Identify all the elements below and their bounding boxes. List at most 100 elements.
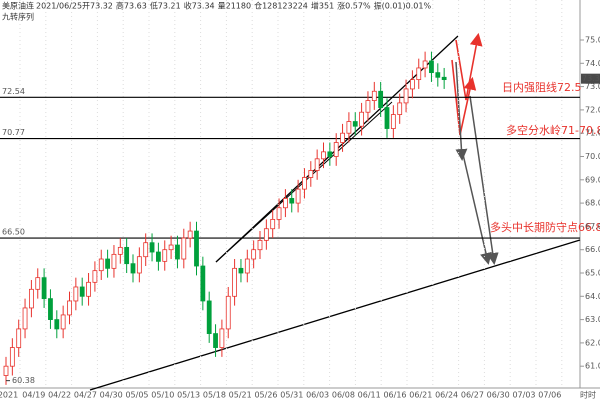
candle-body <box>384 107 390 129</box>
candle-body <box>409 79 415 90</box>
candle-body <box>67 300 72 316</box>
y-tick-label: 63.00 <box>585 315 600 324</box>
candle-body <box>187 230 193 239</box>
x-tick-label: 06/30 <box>487 391 510 400</box>
header-item: 涨0.57% <box>337 1 371 11</box>
header: 美原油连 2021/06/25 九转序列 开73.32 高73.63 低73.21 收… <box>2 1 431 22</box>
candle-body <box>206 300 212 334</box>
candle-body <box>219 328 225 348</box>
last-price-box <box>581 73 600 84</box>
candle-body <box>28 288 34 309</box>
x-tick-label: 07/06 <box>538 391 561 400</box>
candle-body <box>168 244 174 251</box>
candle-body <box>175 244 180 260</box>
candle-body <box>181 237 187 260</box>
candle-body <box>397 102 403 115</box>
candle-body <box>200 265 206 302</box>
candle-body <box>295 188 301 204</box>
x-tick-label: 06/03 <box>306 391 329 400</box>
date: 2021/06/25 <box>36 2 82 11</box>
candle-body <box>327 151 333 157</box>
x-tick-label: 05/21 <box>229 391 252 400</box>
x-tick-label: 06/16 <box>383 391 406 400</box>
gray-arrow <box>455 61 468 161</box>
annotation: 日内强阻线72.5 <box>502 80 582 94</box>
candle-body <box>130 263 136 274</box>
candle-body <box>73 286 79 302</box>
y-tick-label: 61.00 <box>585 362 600 371</box>
reference-label: 66.50 <box>2 228 25 237</box>
candle-body <box>3 365 9 376</box>
y-tick-label: 71.00 <box>585 129 600 138</box>
y-tick-label: 68.00 <box>585 199 600 208</box>
red-arrow <box>455 32 483 101</box>
candle-body <box>282 198 288 209</box>
last-price-label: 73.34 <box>582 74 600 83</box>
candle-body <box>359 111 365 127</box>
y-tick-label: 65.00 <box>585 269 600 278</box>
x-tick-label: 06/11 <box>358 391 381 400</box>
y-tick-label: 74.00 <box>585 59 600 68</box>
candle-body <box>111 253 117 269</box>
x-axis-corner: 时时 <box>580 390 596 400</box>
x-tick-label: 06/08 <box>332 391 355 400</box>
y-tick-label: 62.00 <box>585 338 600 347</box>
x-tick-label: 07/03 <box>512 391 535 400</box>
candle-body <box>194 230 199 267</box>
x-tick-label: 05/10 <box>151 391 174 400</box>
candle-body <box>340 132 345 143</box>
candle-body <box>105 258 110 269</box>
candle-body <box>422 60 428 69</box>
symbol: 美原油连 <box>2 1 34 11</box>
candle-body <box>238 267 244 274</box>
gray-arrow <box>469 95 499 265</box>
x-tick-label: 05/26 <box>254 391 277 400</box>
x-tick-label: 06/24 <box>435 391 458 400</box>
candle-body <box>365 100 371 113</box>
candle-body <box>333 142 339 157</box>
candle-body <box>321 151 326 160</box>
candle-body <box>244 258 250 274</box>
candle-body <box>54 319 60 330</box>
support-line <box>89 239 581 391</box>
x-tick-label: 2021 <box>0 391 18 400</box>
x-tick-label: 04/27 <box>74 391 97 400</box>
candle-body <box>9 347 15 367</box>
candle-body <box>308 170 314 178</box>
y-tick-label: 67.00 <box>585 222 600 231</box>
x-tick-label: 05/31 <box>280 391 303 400</box>
candle-body <box>378 90 384 108</box>
annotation: 多头中长期防守点66.8-5 <box>490 220 600 234</box>
header-item: 高73.63 <box>116 1 147 11</box>
candle-body <box>143 242 149 258</box>
y-tick-label: 75.00 <box>585 36 600 45</box>
header-item: 仓128123224 <box>254 1 308 11</box>
x-tick-label: 05/05 <box>125 391 148 400</box>
y-tick-label: 64.00 <box>585 292 600 301</box>
candle-body <box>225 295 231 330</box>
x-tick-label: 05/13 <box>177 391 200 400</box>
candle-body <box>35 277 41 290</box>
candle-body <box>16 328 22 348</box>
y-tick-label: 72.00 <box>585 105 600 114</box>
y-tick-label: 73.00 <box>585 82 600 91</box>
x-tick-label: 04/22 <box>48 391 71 400</box>
gray-arrow <box>461 149 492 265</box>
candle-body <box>346 121 352 134</box>
header-item: 开73.32 <box>82 2 113 11</box>
candle-body <box>98 258 104 272</box>
candle-body <box>213 333 218 348</box>
candle-body <box>314 158 320 171</box>
candle-body <box>41 277 47 300</box>
reference-label: 72.54 <box>2 87 25 96</box>
candle-body <box>92 270 98 283</box>
header-item: 增351 <box>311 1 334 11</box>
candle-body <box>22 307 28 330</box>
candle-body <box>390 114 396 129</box>
candle-body <box>162 249 168 262</box>
candle-body <box>136 256 142 274</box>
candle-body <box>117 246 123 255</box>
candle-body <box>149 242 155 253</box>
header-item: 振(0.01)0.01% <box>374 1 432 11</box>
